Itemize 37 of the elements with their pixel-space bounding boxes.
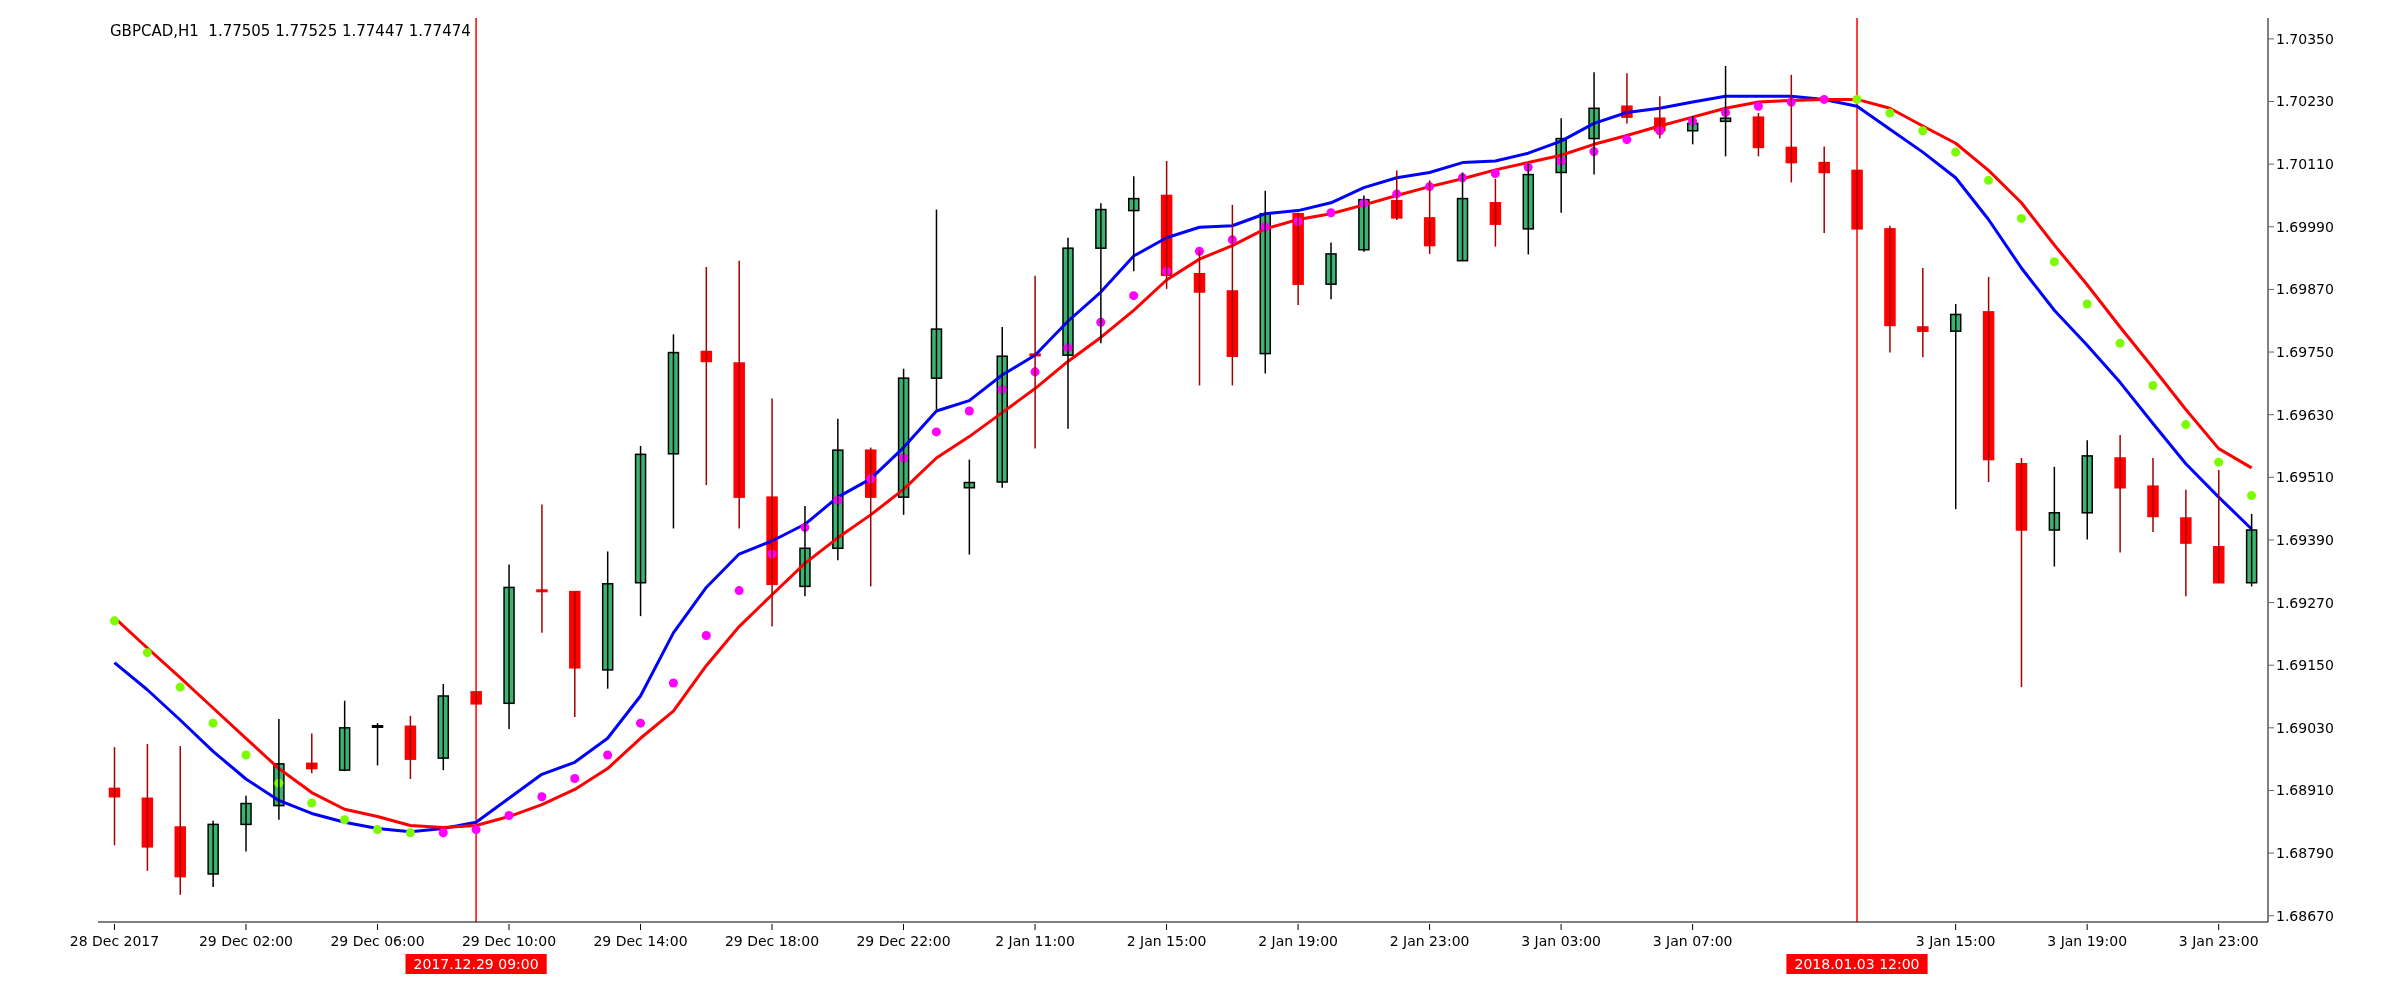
x-tick-label: 3 Jan 19:00 <box>2047 933 2128 949</box>
y-tick-label: 1.69270 <box>2276 594 2334 611</box>
x-tick-label: 3 Jan 23:00 <box>2178 933 2259 949</box>
x-tick-label: 2 Jan 19:00 <box>1258 933 1338 949</box>
y-tick-label: 1.69870 <box>2276 281 2334 298</box>
x-tick-label: 2018.01.03 12:00 <box>1794 956 1920 972</box>
x-tick-label: 2017.12.29 09:00 <box>413 956 539 972</box>
x-tick-label: 29 Dec 10:00 <box>461 933 557 949</box>
x-tick-label: 29 Dec 22:00 <box>856 933 951 949</box>
x-tick-label: 3 Jan 07:00 <box>1652 933 1733 949</box>
y-tick-label: 1.69630 <box>2276 406 2334 423</box>
y-tick-label: 1.68910 <box>2276 782 2334 799</box>
y-tick-label: 1.68670 <box>2276 907 2334 924</box>
x-tick-label: 2 Jan 23:00 <box>1389 933 1470 949</box>
y-tick-label: 1.69390 <box>2276 531 2334 548</box>
x-tick-label: 29 Dec 14:00 <box>593 933 688 949</box>
y-tick-label: 1.69750 <box>2276 344 2334 361</box>
candlestick <box>536 503 548 634</box>
x-tick-label: 3 Jan 15:00 <box>1915 933 1996 949</box>
y-tick-label: 1.69150 <box>2276 657 2334 674</box>
x-tick-label: 2 Jan 11:00 <box>995 933 1075 949</box>
x-tick-label: 28 Dec 2017 <box>69 933 160 949</box>
y-tick-label: 1.70350 <box>2276 30 2334 47</box>
y-tick-label: 1.69030 <box>2276 719 2334 736</box>
y-tick-label: 1.70110 <box>2276 156 2334 173</box>
x-tick-label: 2 Jan 15:00 <box>1126 933 1207 949</box>
y-tick-label: 1.69510 <box>2276 469 2334 486</box>
x-tick-label: 29 Dec 06:00 <box>330 933 425 949</box>
x-tick-label: 3 Jan 03:00 <box>1521 933 1601 949</box>
chart-title: GBPCAD,H1 1.77505 1.77525 1.77447 1.77474 <box>110 22 471 40</box>
x-tick-label: 29 Dec 18:00 <box>724 933 820 949</box>
candlestick <box>371 722 384 767</box>
y-tick-label: 1.69990 <box>2276 218 2334 235</box>
y-tick-label: 1.70230 <box>2276 93 2334 110</box>
candlestick <box>1917 267 1929 359</box>
y-tick-label: 1.68790 <box>2276 845 2334 862</box>
x-tick-label: 29 Dec 02:00 <box>198 933 294 949</box>
